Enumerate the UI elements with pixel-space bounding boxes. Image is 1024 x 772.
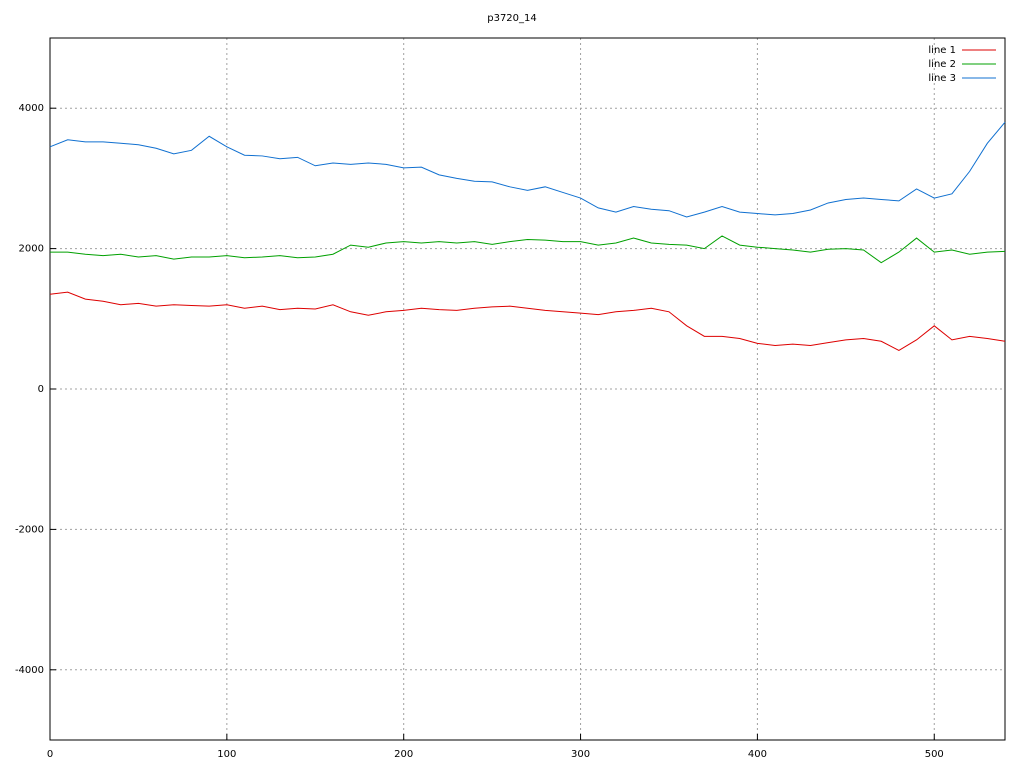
x-tick-label: 200 [394, 749, 413, 760]
x-tick-label: 0 [47, 749, 53, 760]
x-tick-label: 300 [571, 749, 590, 760]
x-tick-label: 100 [217, 749, 236, 760]
y-tick-label: 2000 [19, 244, 44, 255]
series-line [49, 291, 1006, 351]
x-tick-label: 500 [925, 749, 944, 760]
series-line [49, 121, 1006, 218]
legend-label: line 2 [928, 59, 956, 70]
x-tick-label: 400 [748, 749, 767, 760]
plot-frame [49, 37, 1006, 741]
y-tick-label: -4000 [15, 665, 44, 676]
chart-title: p3720_14 [487, 13, 537, 24]
y-tick-label: 0 [38, 384, 44, 395]
y-tick-label: -2000 [15, 524, 44, 535]
legend-label: line 1 [928, 45, 956, 56]
y-tick-label: 4000 [19, 103, 44, 114]
legend-label: line 3 [928, 73, 956, 84]
series-line [50, 235, 1006, 264]
